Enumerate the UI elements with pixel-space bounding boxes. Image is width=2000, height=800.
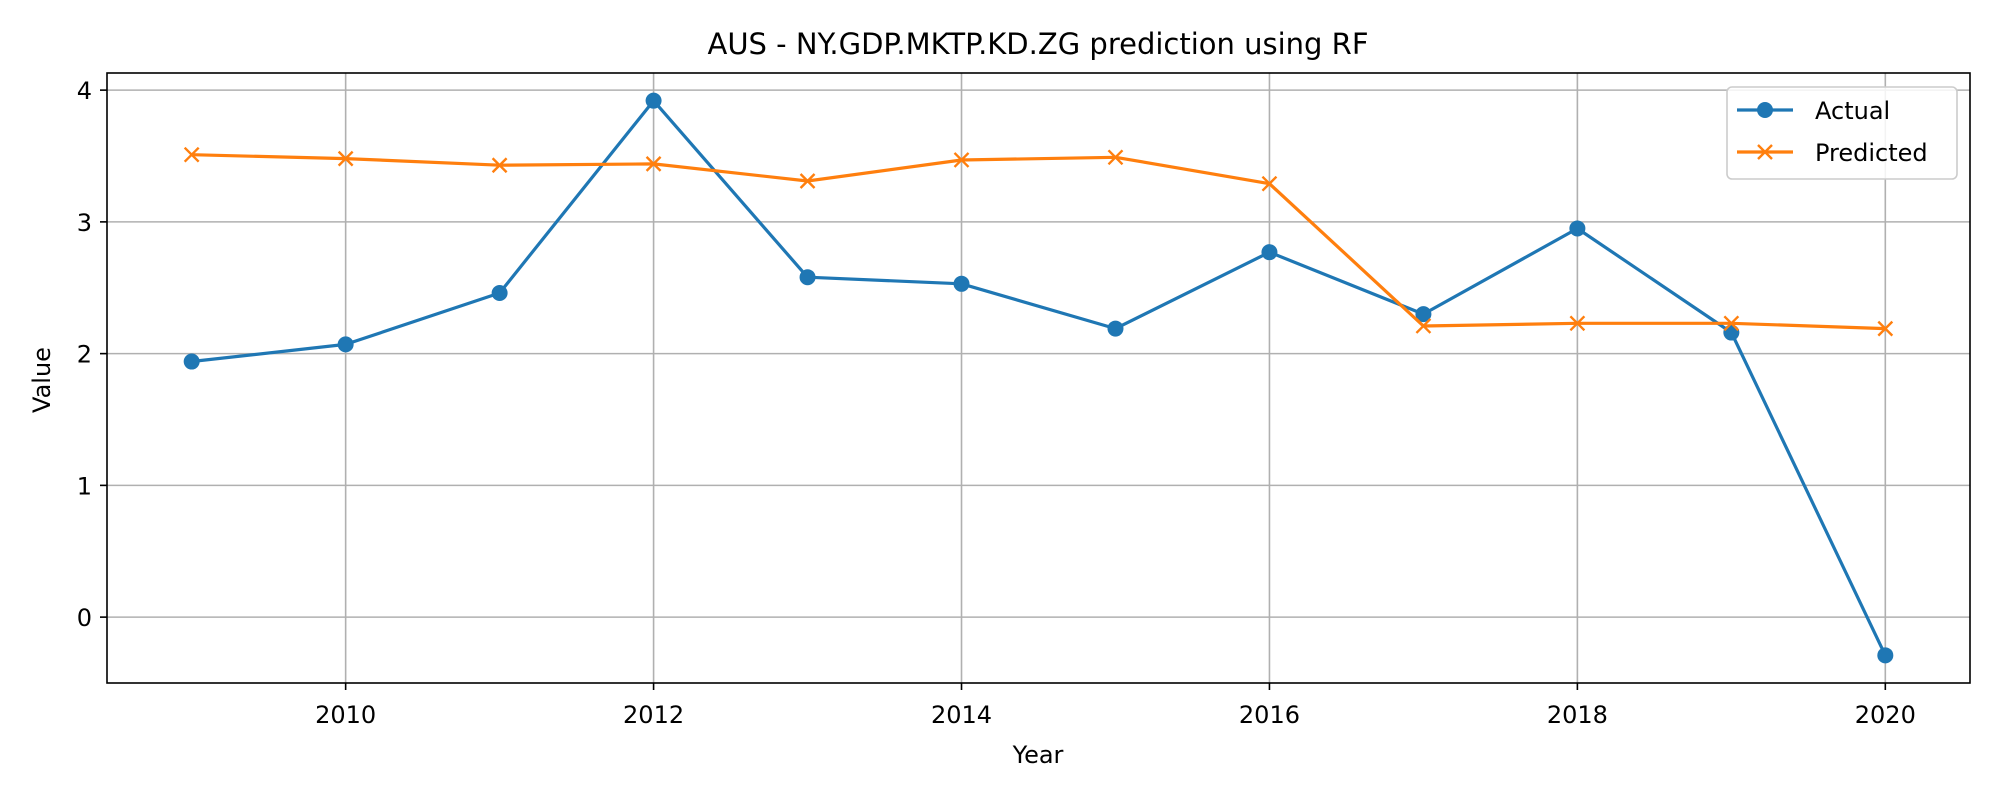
chart-title: AUS - NY.GDP.MKTP.KD.ZG prediction using… [707, 27, 1368, 61]
x-tick-label: 2018 [1547, 701, 1608, 729]
legend: Actual Predicted [1726, 86, 1958, 180]
data-point-actual [1107, 320, 1124, 337]
data-point-actual [1569, 220, 1586, 237]
x-tick-label: 2020 [1855, 701, 1916, 729]
series-layer [183, 92, 1894, 664]
x-tick-label: 2012 [623, 701, 684, 729]
legend-item-actual: Actual [1737, 97, 1890, 125]
data-point-actual [1723, 324, 1740, 341]
data-point-predicted [1415, 318, 1432, 334]
series-line-actual [191, 99, 1887, 656]
data-point-actual [183, 353, 200, 370]
data-point-predicted [337, 150, 354, 167]
data-point-actual [491, 285, 508, 302]
data-point-predicted [645, 156, 662, 172]
series-actual [183, 92, 1894, 664]
legend-item-predicted: Predicted [1737, 139, 1928, 167]
data-point-actual [799, 269, 816, 286]
legend-label-actual: Actual [1815, 97, 1890, 125]
data-point-predicted [1569, 315, 1586, 332]
data-point-predicted [1877, 320, 1894, 337]
y-tick-label: 1 [77, 472, 92, 500]
legend-marker-predicted [1757, 144, 1773, 160]
data-point-predicted [1723, 315, 1740, 332]
data-point-actual [337, 336, 354, 353]
data-point-actual [1261, 244, 1278, 261]
axis-ticks: 2010 2012 2014 2016 2018 2020 0 1 2 3 4 [77, 77, 1916, 729]
y-tick-label: 4 [77, 77, 92, 105]
data-point-actual [1877, 647, 1894, 664]
x-axis-label: Year [1012, 741, 1064, 769]
data-point-actual [645, 92, 662, 109]
data-point-predicted [1261, 175, 1278, 192]
x-tick-label: 2016 [1239, 701, 1300, 729]
data-point-predicted [953, 152, 970, 168]
y-tick-label: 2 [77, 341, 92, 369]
data-point-predicted [183, 146, 200, 163]
y-tick-label: 0 [77, 604, 92, 632]
data-point-actual [1415, 306, 1432, 323]
plot-frame [106, 72, 1971, 684]
y-tick-label: 3 [77, 209, 92, 237]
data-point-actual [953, 275, 970, 292]
x-tick-label: 2014 [931, 701, 992, 729]
y-axis-label: Value [28, 347, 56, 413]
legend-label-predicted: Predicted [1815, 139, 1928, 167]
data-point-predicted [799, 173, 816, 189]
series-predicted [183, 146, 1894, 337]
x-tick-label: 2010 [315, 701, 376, 729]
legend-marker-actual [1757, 102, 1773, 118]
series-line-predicted [191, 153, 1886, 331]
data-point-predicted [1107, 149, 1124, 166]
data-point-predicted [491, 157, 508, 174]
